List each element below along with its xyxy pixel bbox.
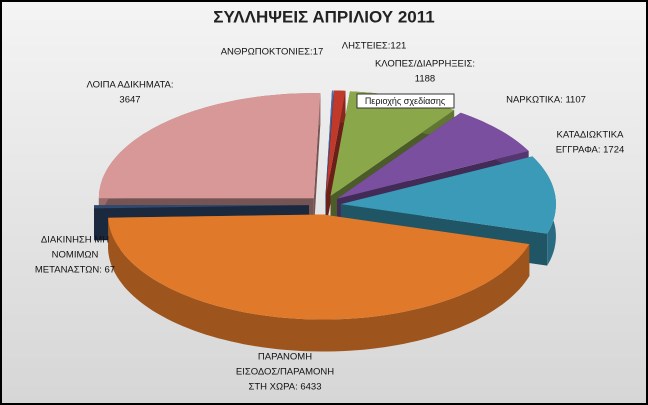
slice-radial-wall [313,93,321,231]
slice-label: ΝΑΡΚΩΤΙΚΑ: 1107 [506,95,586,106]
slice-label: ΕΙΣΟΔΟΣ/ΠΑΡΑΜΟΝΗ [236,367,334,378]
slice [325,90,334,196]
slice [326,90,346,196]
slice-label: ΚΛΟΠΕΣ/ΔΙΑΡΡΗΞΕΙΣ: [375,59,475,70]
slice [330,91,455,196]
slice [94,205,309,209]
tooltip: Περιοχής σχεδίασης [365,96,446,106]
slice [337,112,529,199]
slice-label: ΜΕΤΑΝΑΣΤΩΝ: 67 [35,265,115,276]
chart-title: ΣΥΛΛΗΨΕΙΣ ΑΠΡΙΛΙΟΥ 2011 [213,7,434,26]
slice-radial-wall [326,90,346,228]
labels: ΑΝΘΡΩΠΟΚΤΟΝΙΕΣ:17 ΛΗΣΤΕΙΕΣ:121 ΚΛΟΠΕΣ/ΔΙΑΡ… [35,41,624,393]
slice-label: ΣΤΗ ΧΩΡΑ: 6433 [249,382,322,393]
slice-label: ΑΝΘΡΩΠΟΚΤΟΝΙΕΣ:17 [221,47,324,58]
slice [340,156,556,234]
tooltip-box [356,93,455,109]
slice-label: 3647 [119,95,140,106]
slice-outer-wall [108,217,530,352]
slice-label: ΝΟΜΙΜΩΝ [52,250,99,261]
slice-tops [94,90,556,320]
slice-label: 1188 [415,74,435,85]
slice-label: ΕΓΓΡΑΦΑ: 1724 [556,145,625,156]
slice-label: ΛΟΙΠΑ ΑΔΙΚΗΜΑΤΑ: [86,80,173,91]
slice-label: ΛΗΣΤΕΙΕΣ:121 [342,41,407,52]
slice-label: ΔΙΑΚΙΝΗΣΗ ΜΗ [41,235,109,246]
slice-label: ΠΑΡΑΝΟΜΗ [258,352,312,363]
slice [98,93,321,199]
slice-label: ΚΑΤΑΔΙΩΚΤΙΚΑ [557,130,625,141]
slice [108,214,530,320]
